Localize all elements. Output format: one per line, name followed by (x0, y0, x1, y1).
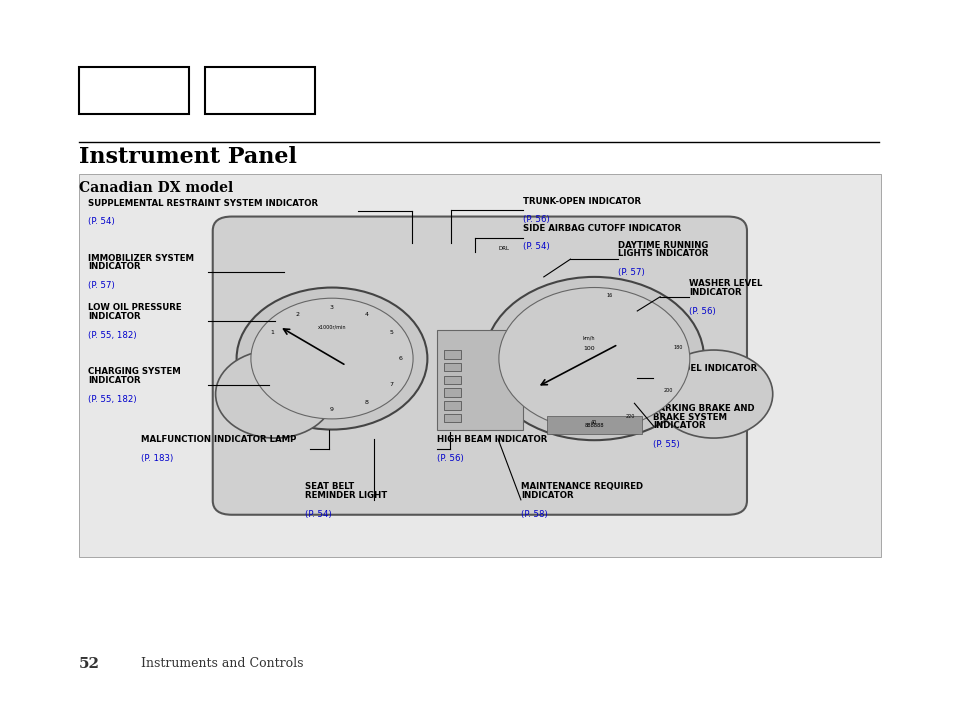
Text: INDICATOR: INDICATOR (688, 288, 740, 297)
Bar (79, 174, 880, 557)
Text: REMINDER LIGHT: REMINDER LIGHT (305, 491, 387, 500)
Text: DRL: DRL (497, 246, 509, 251)
Text: Instrument Panel: Instrument Panel (79, 146, 296, 168)
Text: 52: 52 (79, 657, 100, 671)
Text: 16: 16 (605, 293, 612, 298)
Bar (443, 414, 460, 422)
Text: 888888: 888888 (584, 422, 603, 427)
Text: Instruments and Controls: Instruments and Controls (141, 657, 303, 670)
Text: INDICATOR: INDICATOR (88, 376, 140, 385)
Text: 220: 220 (625, 414, 635, 419)
Text: 3: 3 (330, 305, 334, 310)
Text: (P. 54): (P. 54) (88, 217, 114, 226)
Text: (P. 54): (P. 54) (305, 510, 332, 519)
Bar (205, 67, 314, 114)
Text: CHARGING SYSTEM: CHARGING SYSTEM (88, 367, 180, 376)
Text: TRUNK-OPEN INDICATOR: TRUNK-OPEN INDICATOR (522, 197, 640, 206)
Text: (P. 57): (P. 57) (618, 268, 644, 278)
Text: SIDE AIRBAG CUTOFF INDICATOR: SIDE AIRBAG CUTOFF INDICATOR (522, 224, 680, 233)
Text: PARKING BRAKE AND: PARKING BRAKE AND (653, 404, 755, 413)
Text: 5: 5 (389, 330, 393, 336)
Text: 4: 4 (364, 312, 368, 317)
Text: (P. 54): (P. 54) (522, 242, 549, 251)
Text: LOW FUEL INDICATOR: LOW FUEL INDICATOR (653, 364, 757, 373)
Text: 2: 2 (295, 312, 299, 317)
Circle shape (251, 298, 413, 419)
Text: MAINTENANCE REQUIRED: MAINTENANCE REQUIRED (520, 482, 642, 491)
Bar (443, 363, 460, 371)
Text: (P. 183): (P. 183) (141, 454, 173, 463)
Text: DAYTIME RUNNING: DAYTIME RUNNING (618, 241, 708, 250)
Text: 100: 100 (582, 346, 594, 351)
Circle shape (484, 277, 703, 440)
Text: MALFUNCTION INDICATOR LAMP: MALFUNCTION INDICATOR LAMP (141, 435, 296, 444)
Circle shape (498, 288, 689, 430)
Text: LIGHTS INDICATOR: LIGHTS INDICATOR (618, 249, 708, 258)
Bar (436, 330, 522, 430)
Text: BRAKE SYSTEM: BRAKE SYSTEM (653, 413, 727, 422)
Text: INDICATOR: INDICATOR (88, 312, 140, 321)
Text: INDICATOR: INDICATOR (653, 421, 705, 430)
Text: 180: 180 (673, 345, 682, 350)
Text: SEAT BELT: SEAT BELT (305, 482, 355, 491)
Circle shape (236, 288, 427, 430)
Text: 7: 7 (389, 381, 393, 387)
Text: (P. 55, 182): (P. 55, 182) (88, 331, 136, 340)
Text: (P. 55): (P. 55) (653, 440, 679, 449)
Text: (P. 56): (P. 56) (436, 454, 463, 463)
Text: 1: 1 (271, 330, 274, 336)
Bar (79, 67, 189, 114)
Text: (P. 56): (P. 56) (522, 215, 549, 224)
Text: 8: 8 (364, 400, 368, 405)
Text: 40: 40 (591, 420, 597, 425)
Bar (443, 376, 460, 384)
Text: IMMOBILIZER SYSTEM: IMMOBILIZER SYSTEM (88, 253, 193, 263)
Bar (443, 350, 460, 359)
Text: 9: 9 (330, 407, 334, 413)
Text: (P. 55, 182): (P. 55, 182) (88, 395, 136, 404)
Text: km/h: km/h (582, 336, 595, 341)
Text: INDICATOR: INDICATOR (520, 491, 573, 500)
Text: (P. 56): (P. 56) (653, 382, 679, 391)
FancyBboxPatch shape (213, 217, 746, 515)
Text: LOW OIL PRESSURE: LOW OIL PRESSURE (88, 303, 181, 312)
Text: WASHER LEVEL: WASHER LEVEL (688, 279, 761, 288)
Bar (443, 388, 460, 397)
Bar (546, 416, 641, 434)
Text: INDICATOR: INDICATOR (88, 262, 140, 271)
Text: HIGH BEAM INDICATOR: HIGH BEAM INDICATOR (436, 435, 547, 444)
Text: (P. 57): (P. 57) (88, 281, 114, 290)
Circle shape (215, 350, 334, 438)
Text: (P. 56): (P. 56) (688, 307, 715, 316)
Text: SUPPLEMENTAL RESTRAINT SYSTEM INDICATOR: SUPPLEMENTAL RESTRAINT SYSTEM INDICATOR (88, 199, 317, 208)
Text: 200: 200 (663, 388, 673, 393)
Circle shape (654, 350, 772, 438)
Text: Canadian DX model: Canadian DX model (79, 181, 233, 195)
Bar (443, 401, 460, 410)
Text: x1000r/min: x1000r/min (317, 324, 346, 329)
Text: (P. 58): (P. 58) (520, 510, 547, 519)
Text: 6: 6 (398, 356, 402, 361)
